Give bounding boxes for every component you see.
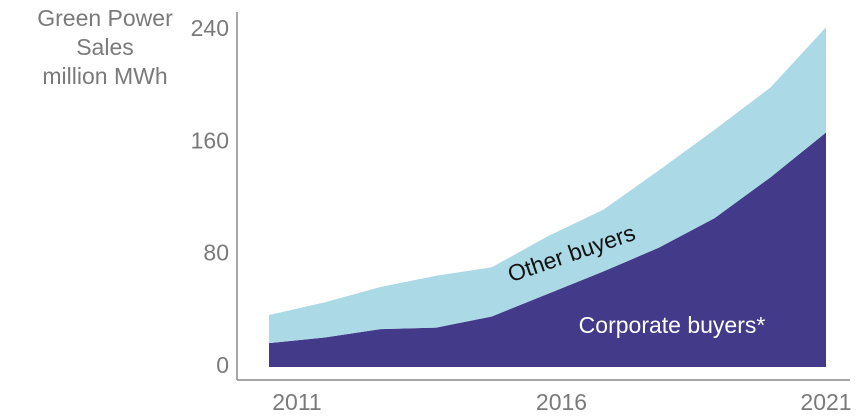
y-tick-label: 0 <box>216 352 229 378</box>
y-axis-label: Green Power <box>37 5 173 31</box>
y-tick-label: 240 <box>191 15 229 41</box>
x-tick-label: 2011 <box>272 389 321 415</box>
area <box>269 27 826 344</box>
y-tick-label: 160 <box>191 127 229 153</box>
area <box>269 132 826 367</box>
y-axis-label: million MWh <box>42 63 167 89</box>
y-tick-label: 80 <box>203 240 229 266</box>
series-label: Corporate buyers* <box>579 312 766 338</box>
y-axis-label: Sales <box>76 34 134 60</box>
x-tick-label: 2021 <box>800 389 851 415</box>
x-tick-label: 2016 <box>536 389 587 415</box>
